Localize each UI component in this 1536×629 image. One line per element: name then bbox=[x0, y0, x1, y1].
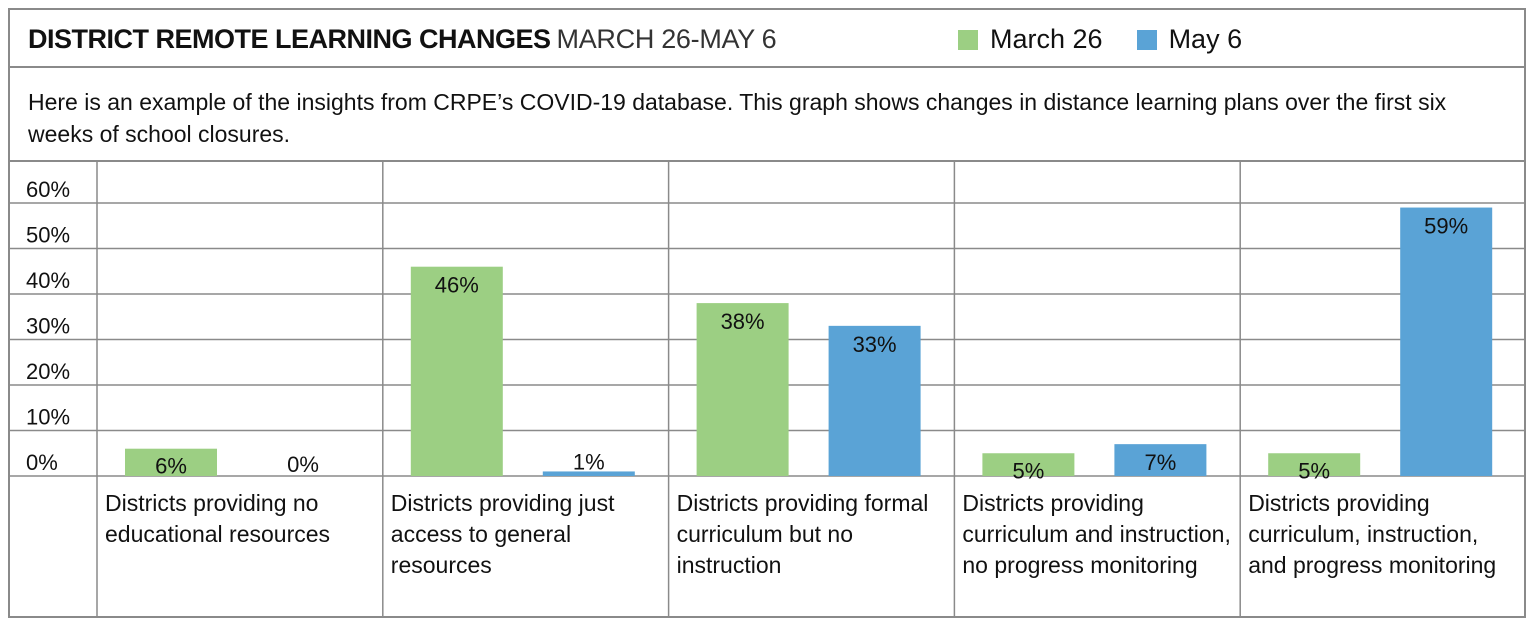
data-label: 38% bbox=[721, 309, 765, 334]
legend-swatch-march bbox=[958, 29, 978, 50]
y-tick-label: 50% bbox=[26, 223, 70, 248]
x-category-label: Districts providing formal curriculum bu… bbox=[676, 490, 929, 578]
chart-subtitle: MARCH 26-MAY 6 bbox=[556, 24, 777, 54]
chart-legend: March 26 May 6 bbox=[958, 24, 1276, 55]
chart-frame: DISTRICT REMOTE LEARNING CHANGES MARCH 26… bbox=[8, 8, 1526, 618]
y-tick-label: 10% bbox=[26, 405, 70, 430]
y-tick-label: 0% bbox=[26, 450, 58, 475]
bar-march bbox=[982, 453, 1075, 476]
bar-march bbox=[1268, 453, 1361, 476]
data-label: 5% bbox=[1013, 458, 1045, 483]
x-category-label: Districts providing curriculum and instr… bbox=[962, 490, 1231, 578]
data-label: 6% bbox=[155, 454, 187, 479]
bar-may bbox=[1400, 207, 1493, 477]
data-label: 59% bbox=[1424, 214, 1468, 239]
chart-title-text: DISTRICT REMOTE LEARNING CHANGES bbox=[28, 24, 551, 54]
chart-description: Here is an example of the insights from … bbox=[10, 68, 1524, 162]
legend-item-may: May 6 bbox=[1136, 24, 1243, 55]
y-tick-label: 30% bbox=[26, 314, 70, 339]
bar-march bbox=[696, 303, 789, 476]
legend-label-may: May 6 bbox=[1168, 24, 1243, 54]
bar-may bbox=[828, 325, 921, 476]
y-tick-label: 40% bbox=[26, 268, 70, 293]
chart-header: DISTRICT REMOTE LEARNING CHANGES MARCH 26… bbox=[10, 10, 1524, 68]
x-category-label: Districts providing no educational resou… bbox=[105, 490, 331, 547]
x-category-label: Districts providing curriculum, instruct… bbox=[1248, 490, 1497, 578]
bar-march bbox=[125, 448, 217, 476]
data-label: 5% bbox=[1298, 458, 1330, 483]
legend-item-march: March 26 bbox=[958, 24, 1103, 55]
legend-label-march: March 26 bbox=[990, 24, 1103, 54]
data-label: 33% bbox=[853, 332, 897, 357]
data-label: 1% bbox=[573, 449, 605, 474]
bar-march bbox=[410, 266, 503, 476]
chart-title: DISTRICT REMOTE LEARNING CHANGES MARCH 26… bbox=[28, 22, 777, 56]
x-category-label: Districts providing just access to gener… bbox=[390, 490, 615, 578]
data-label: 0% bbox=[287, 452, 319, 477]
data-label: 7% bbox=[1145, 450, 1177, 475]
bar-may bbox=[542, 471, 635, 476]
legend-swatch-may bbox=[1136, 29, 1157, 50]
y-tick-label: 20% bbox=[26, 359, 70, 384]
y-tick-label: 60% bbox=[26, 177, 70, 202]
data-label: 46% bbox=[435, 273, 479, 298]
bar-may bbox=[1114, 444, 1207, 476]
